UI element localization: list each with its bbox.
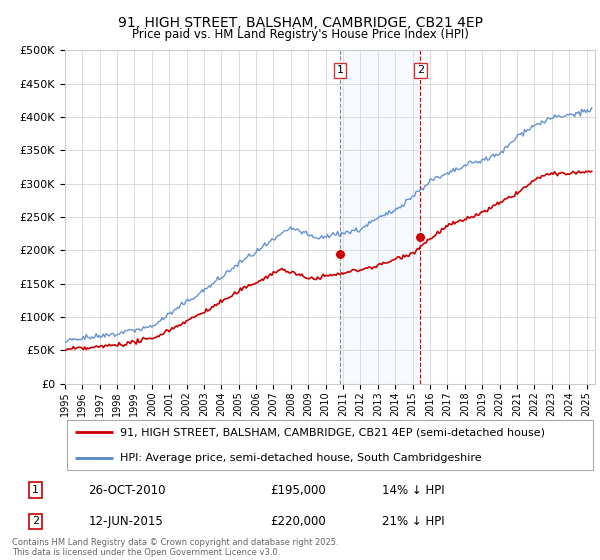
Text: 21% ↓ HPI: 21% ↓ HPI xyxy=(382,515,445,528)
Text: 1: 1 xyxy=(337,66,343,76)
Text: 26-OCT-2010: 26-OCT-2010 xyxy=(88,484,166,497)
Bar xyxy=(340,50,421,384)
Text: 12-JUN-2015: 12-JUN-2015 xyxy=(88,515,163,528)
Text: £220,000: £220,000 xyxy=(271,515,326,528)
Text: £195,000: £195,000 xyxy=(271,484,326,497)
Text: 91, HIGH STREET, BALSHAM, CAMBRIDGE, CB21 4EP: 91, HIGH STREET, BALSHAM, CAMBRIDGE, CB2… xyxy=(118,16,482,30)
Text: Price paid vs. HM Land Registry's House Price Index (HPI): Price paid vs. HM Land Registry's House … xyxy=(131,28,469,41)
Text: 1: 1 xyxy=(32,485,39,495)
Text: 91, HIGH STREET, BALSHAM, CAMBRIDGE, CB21 4EP (semi-detached house): 91, HIGH STREET, BALSHAM, CAMBRIDGE, CB2… xyxy=(121,427,545,437)
Text: 2: 2 xyxy=(417,66,424,76)
Text: 14% ↓ HPI: 14% ↓ HPI xyxy=(382,484,445,497)
Text: 2: 2 xyxy=(32,516,39,526)
Text: HPI: Average price, semi-detached house, South Cambridgeshire: HPI: Average price, semi-detached house,… xyxy=(121,453,482,463)
Text: Contains HM Land Registry data © Crown copyright and database right 2025.
This d: Contains HM Land Registry data © Crown c… xyxy=(12,538,338,557)
